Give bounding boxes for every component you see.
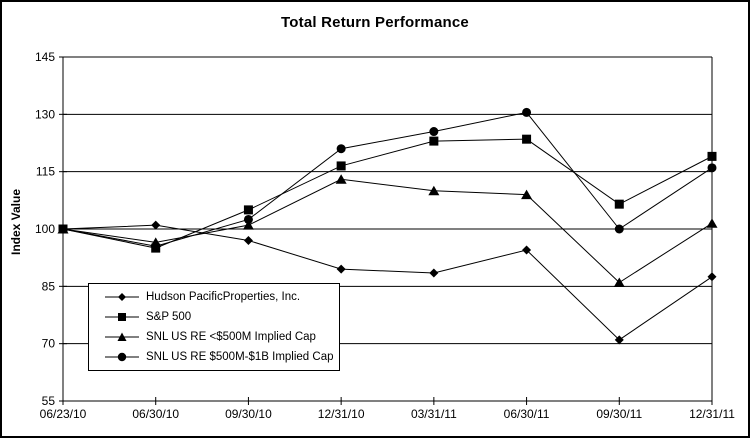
y-tick-label-145: 145 bbox=[35, 50, 55, 64]
marker-circle-5 bbox=[522, 107, 532, 117]
marker-diamond-4 bbox=[429, 268, 439, 278]
square-marker-icon bbox=[105, 313, 139, 321]
marker-square-1 bbox=[151, 243, 161, 253]
marker-circle-7 bbox=[707, 163, 717, 173]
marker-square-3 bbox=[336, 161, 346, 171]
marker-circle-4 bbox=[429, 127, 439, 137]
diamond-marker-icon bbox=[105, 293, 139, 301]
marker-diamond-3 bbox=[336, 264, 346, 274]
legend-label: SNL US RE <$500M Implied Cap bbox=[146, 331, 316, 343]
y-tick-label-85: 85 bbox=[42, 279, 56, 293]
legend-label: Hudson PacificProperties, Inc. bbox=[146, 291, 301, 303]
marker-triangle-7 bbox=[706, 218, 718, 228]
marker-square-6 bbox=[614, 199, 624, 209]
y-tick-label-70: 70 bbox=[42, 337, 56, 351]
marker-diamond-5 bbox=[522, 245, 532, 255]
series-line-2 bbox=[62, 178, 713, 284]
legend: Hudson PacificProperties, Inc. S&P 500 S… bbox=[88, 283, 340, 371]
marker-triangle-4 bbox=[428, 185, 440, 196]
y-tick-label-115: 115 bbox=[36, 165, 55, 179]
legend-label: S&P 500 bbox=[146, 311, 192, 323]
series-line-1 bbox=[62, 138, 713, 249]
marker-diamond-6 bbox=[614, 335, 624, 345]
marker-circle-3 bbox=[336, 144, 346, 154]
legend-item-sp-500: S&P 500 bbox=[89, 311, 339, 323]
marker-circle-6 bbox=[614, 224, 624, 234]
marker-square-0 bbox=[58, 224, 68, 234]
circle-marker-icon bbox=[105, 352, 139, 362]
x-tick-label-6: 09/30/11 bbox=[596, 407, 642, 421]
marker-triangle-6 bbox=[613, 277, 625, 288]
series-line-3 bbox=[62, 111, 713, 247]
marker-diamond-1 bbox=[151, 220, 161, 230]
legend-item-snl-500m-1b: SNL US RE $500M-$1B Implied Cap bbox=[89, 351, 339, 363]
marker-triangle-5 bbox=[521, 189, 533, 200]
legend-label: SNL US RE $500M-$1B Implied Cap bbox=[146, 351, 334, 363]
legend-item-snl-under-500m: SNL US RE <$500M Implied Cap bbox=[89, 331, 339, 343]
x-tick-label-4: 03/31/11 bbox=[411, 407, 457, 421]
series-line-0 bbox=[62, 224, 713, 341]
marker-diamond-7 bbox=[707, 272, 717, 282]
x-tick-label-3: 12/31/10 bbox=[318, 407, 365, 421]
x-tick-label-5: 06/30/11 bbox=[504, 407, 550, 421]
legend-item-hudson-pacific: Hudson PacificProperties, Inc. bbox=[89, 291, 339, 303]
marker-diamond-2 bbox=[243, 235, 253, 245]
marker-circle-2 bbox=[243, 214, 253, 224]
x-tick-label-2: 09/30/10 bbox=[225, 407, 272, 421]
marker-square-7 bbox=[707, 151, 717, 161]
y-tick-label-130: 130 bbox=[35, 107, 55, 121]
x-tick-label-1: 06/30/10 bbox=[132, 407, 179, 421]
marker-square-2 bbox=[243, 205, 253, 215]
y-tick-label-100: 100 bbox=[35, 222, 55, 236]
marker-triangle-3 bbox=[335, 174, 347, 184]
x-tick-label-0: 06/23/10 bbox=[40, 407, 87, 421]
marker-square-5 bbox=[522, 134, 532, 144]
marker-triangle-2 bbox=[242, 220, 254, 230]
marker-square-4 bbox=[429, 136, 439, 146]
x-tick-label-7: 12/31/11 bbox=[689, 407, 735, 421]
y-tick-label-55: 55 bbox=[42, 394, 56, 408]
chart-title: Total Return Performance bbox=[281, 14, 469, 31]
triangle-marker-icon bbox=[105, 332, 139, 341]
